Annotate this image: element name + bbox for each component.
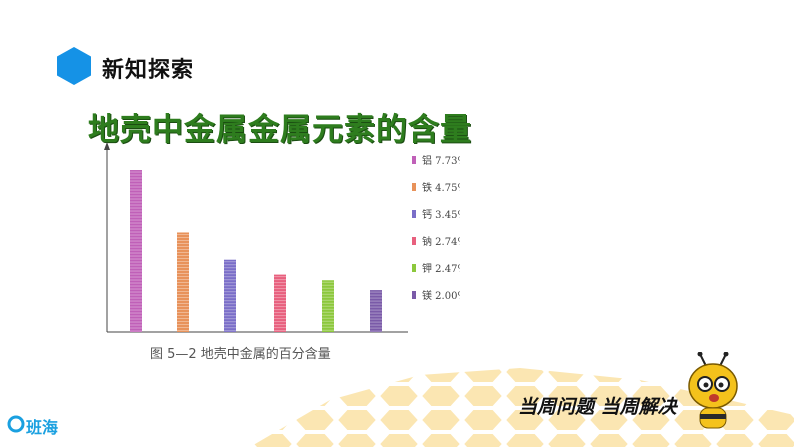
bar — [322, 280, 334, 332]
bar — [177, 232, 189, 332]
bar — [274, 274, 286, 332]
honeycomb-decoration — [250, 368, 794, 447]
logo-text: 班海 — [26, 418, 59, 437]
bar-1 — [177, 232, 189, 332]
bee-mascot-icon — [688, 352, 738, 429]
bar — [130, 170, 142, 332]
bar-0 — [130, 170, 142, 332]
hexagon-icon — [57, 47, 91, 85]
bar-5 — [370, 290, 382, 332]
bar-2 — [224, 259, 236, 332]
bar — [370, 290, 382, 332]
legend-label: 铁 4.75% — [422, 181, 460, 194]
bar — [224, 259, 236, 332]
logo-icon — [7, 415, 25, 433]
legend-swatch — [412, 210, 416, 218]
legend-swatch — [412, 156, 416, 164]
legend-label: 钾 2.47% — [422, 262, 460, 275]
bar-chart: 铝 7.73% 铁 4.75% 钙 3.45% 钠 2.74% 钾 2.47% 镁 2.0… — [104, 142, 460, 333]
legend-label: 铝 7.73% — [422, 155, 460, 167]
legend-swatch — [412, 237, 416, 245]
legend-swatch — [412, 183, 416, 191]
slogan: 当周问题 当周解决 — [518, 396, 677, 418]
y-axis-arrow — [104, 142, 110, 150]
legend-label: 钠 2.74% — [422, 235, 460, 248]
bar-4 — [322, 280, 334, 332]
chart-caption: 图 5—2 地壳中金属的百分含量 — [150, 347, 331, 362]
section-title: 新知探索 — [102, 58, 195, 83]
legend-label: 钙 3.45% — [422, 208, 460, 221]
bar-3 — [274, 274, 286, 332]
main-title: 地壳中金属金属元素的含量 — [88, 112, 472, 148]
legend-label: 镁 2.00% — [422, 289, 460, 302]
legend-swatch — [412, 264, 416, 272]
legend-swatch — [412, 291, 416, 299]
